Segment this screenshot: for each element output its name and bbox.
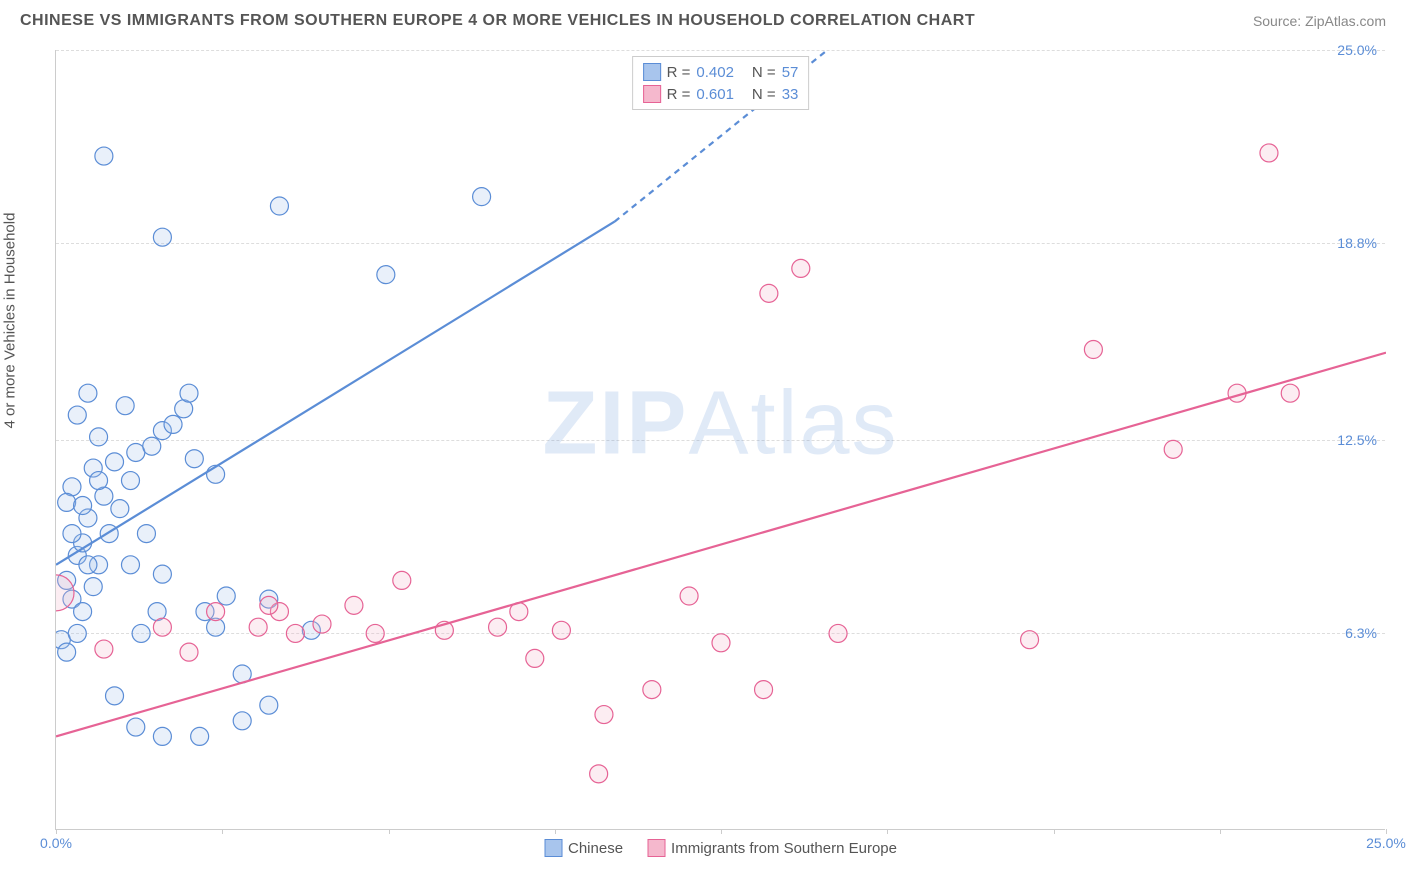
data-point [153, 618, 171, 636]
data-point [1281, 384, 1299, 402]
data-point [755, 681, 773, 699]
legend-swatch-icon [643, 63, 661, 81]
legend-N-label: N = [752, 64, 776, 81]
data-point [1164, 440, 1182, 458]
data-point [95, 640, 113, 658]
data-point [526, 649, 544, 667]
legend-row: R = 0.402 N = 57 [643, 61, 799, 83]
data-point [377, 266, 395, 284]
legend-row: R = 0.601 N = 33 [643, 83, 799, 105]
legend-R-value: 0.402 [696, 64, 734, 81]
data-point [90, 472, 108, 490]
x-tick-label-left: 0.0% [40, 835, 72, 851]
legend-item: Chinese [544, 839, 623, 857]
data-point [153, 727, 171, 745]
data-point [84, 578, 102, 596]
legend-swatch-icon [544, 839, 562, 857]
data-point [680, 587, 698, 605]
data-point [792, 259, 810, 277]
header: CHINESE VS IMMIGRANTS FROM SOUTHERN EURO… [0, 0, 1406, 38]
data-point [590, 765, 608, 783]
legend-N-label: N = [752, 86, 776, 103]
chart-title: CHINESE VS IMMIGRANTS FROM SOUTHERN EURO… [20, 12, 975, 30]
data-point [153, 228, 171, 246]
plot-area: ZIPAtlas R =0.402N =57R =0.601N =33 Chin… [55, 50, 1385, 830]
data-point [153, 565, 171, 583]
data-point [191, 727, 209, 745]
data-point [127, 718, 145, 736]
x-tick [1386, 829, 1387, 834]
data-point [143, 437, 161, 455]
legend-item-label: Chinese [568, 840, 623, 857]
data-point [111, 500, 129, 518]
correlation-legend: R = 0.402 N = 57 R = 0.601 N = 33 [632, 56, 810, 110]
data-point [137, 525, 155, 543]
data-point [132, 624, 150, 642]
legend-swatch-icon [647, 839, 665, 857]
data-point [313, 615, 331, 633]
data-point [217, 587, 235, 605]
legend-N-value: 33 [782, 86, 799, 103]
data-point [185, 450, 203, 468]
data-point [180, 384, 198, 402]
legend-R-label: R = [667, 86, 691, 103]
data-point [260, 596, 278, 614]
data-point [286, 624, 304, 642]
data-point [79, 384, 97, 402]
legend-R-value: 0.601 [696, 86, 734, 103]
legend-swatch-icon [643, 85, 661, 103]
data-point [393, 571, 411, 589]
legend-item-label: Immigrants from Southern Europe [671, 840, 897, 857]
x-tick-label-right: 25.0% [1366, 835, 1406, 851]
data-point [760, 284, 778, 302]
data-point [1260, 144, 1278, 162]
data-point [595, 706, 613, 724]
data-point [180, 643, 198, 661]
data-point [74, 497, 92, 515]
data-point [249, 618, 267, 636]
legend-item: Immigrants from Southern Europe [647, 839, 897, 857]
data-point [79, 556, 97, 574]
data-point [1021, 631, 1039, 649]
data-point [643, 681, 661, 699]
data-point [473, 188, 491, 206]
data-point [489, 618, 507, 636]
data-point [366, 624, 384, 642]
data-point [712, 634, 730, 652]
y-axis-label: 4 or more Vehicles in Household [2, 213, 19, 429]
source-label: Source: ZipAtlas.com [1253, 13, 1386, 29]
data-point [829, 624, 847, 642]
legend-R-label: R = [667, 64, 691, 81]
data-point [121, 556, 139, 574]
data-point [58, 643, 76, 661]
data-point [260, 696, 278, 714]
data-point [74, 603, 92, 621]
data-point [345, 596, 363, 614]
data-point [1084, 341, 1102, 359]
data-point [116, 397, 134, 415]
data-point [552, 621, 570, 639]
data-point [95, 147, 113, 165]
data-point [68, 406, 86, 424]
trendline [56, 353, 1386, 737]
data-point [164, 415, 182, 433]
data-point [106, 453, 124, 471]
data-point [90, 428, 108, 446]
data-point [106, 687, 124, 705]
data-point [233, 712, 251, 730]
data-point [270, 197, 288, 215]
trendline [56, 222, 615, 565]
data-point [63, 525, 81, 543]
legend-N-value: 57 [782, 64, 799, 81]
data-point [121, 472, 139, 490]
chart-container: ZIPAtlas R =0.402N =57R =0.601N =33 Chin… [55, 50, 1385, 830]
data-point [207, 603, 225, 621]
data-point [58, 493, 76, 511]
data-point [68, 624, 86, 642]
data-point [127, 443, 145, 461]
bottom-legend: Chinese Immigrants from Southern Europe [544, 839, 897, 857]
scatter-plot [56, 50, 1386, 830]
